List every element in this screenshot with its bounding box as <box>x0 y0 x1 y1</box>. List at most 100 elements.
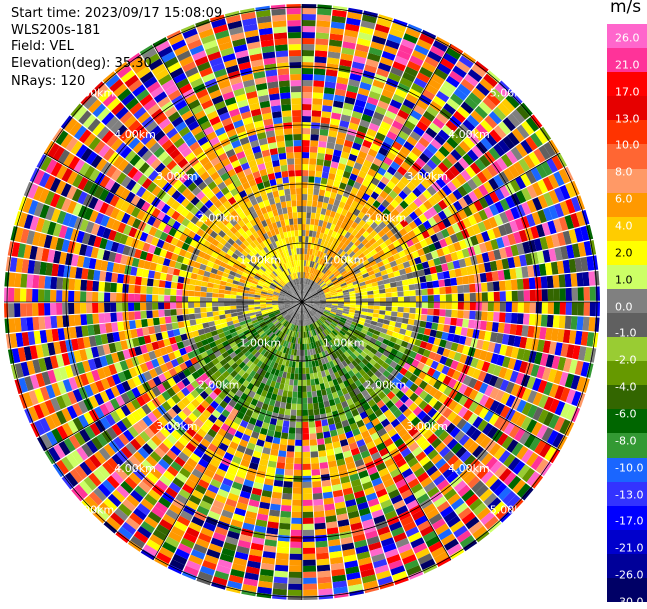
velocity-gate <box>302 68 313 74</box>
velocity-gate <box>236 305 242 309</box>
velocity-gate <box>322 480 332 487</box>
velocity-gate <box>415 290 421 296</box>
velocity-gate <box>317 571 331 578</box>
velocity-gate <box>282 390 288 397</box>
velocity-gate <box>116 293 122 302</box>
velocity-gate <box>104 293 110 303</box>
velocity-gate <box>302 350 305 356</box>
velocity-gate <box>309 361 313 367</box>
velocity-gate <box>596 286 600 300</box>
velocity-gate <box>315 56 327 63</box>
velocity-gate <box>189 279 196 285</box>
velocity-gate <box>458 294 464 302</box>
velocity-gate <box>316 20 330 27</box>
velocity-gate <box>302 158 309 164</box>
velocity-gate <box>306 374 310 380</box>
velocity-gate <box>292 398 297 404</box>
velocity-gate <box>195 318 202 324</box>
velocity-gate <box>297 404 302 410</box>
velocity-gate <box>308 403 314 409</box>
velocity-gate <box>494 292 500 302</box>
velocity-gate <box>317 390 323 397</box>
velocity-gate <box>276 395 282 402</box>
velocity-gate <box>566 288 572 301</box>
velocity-gate <box>314 62 326 69</box>
velocity-gate <box>317 14 331 21</box>
velocity-gate <box>559 316 566 329</box>
velocity-gate <box>44 303 50 315</box>
velocity-gate <box>420 321 427 328</box>
velocity-gate <box>116 303 122 312</box>
velocity-gate <box>195 313 202 319</box>
velocity-gate <box>158 310 165 317</box>
velocity-gate <box>313 493 323 500</box>
velocity-gate <box>443 325 450 333</box>
velocity-gate <box>486 321 493 331</box>
velocity-gate <box>284 384 289 391</box>
velocity-gate <box>312 98 322 105</box>
velocity-gate <box>134 303 140 311</box>
velocity-gate <box>236 299 242 302</box>
velocity-gate <box>110 313 117 323</box>
velocity-gate <box>297 410 303 416</box>
velocity-gate <box>392 297 398 302</box>
velocity-gate <box>158 288 165 295</box>
velocity-gate <box>535 277 542 289</box>
velocity-gate <box>285 469 294 476</box>
velocity-gate <box>505 280 512 291</box>
velocity-gate <box>276 462 285 469</box>
velocity-gate <box>361 308 367 312</box>
velocity-gate <box>15 318 22 332</box>
velocity-gate <box>302 38 315 44</box>
velocity-gate <box>195 280 202 286</box>
velocity-gate <box>170 309 177 316</box>
velocity-gate <box>289 421 295 427</box>
velocity-gate <box>316 426 323 433</box>
velocity-gate <box>302 98 312 104</box>
velocity-gate <box>310 152 318 159</box>
velocity-gate <box>315 213 320 220</box>
velocity-gate <box>427 315 434 322</box>
velocity-gate <box>316 553 329 560</box>
velocity-gate <box>286 457 294 464</box>
velocity-gate <box>158 303 164 310</box>
velocity-gate <box>302 104 312 110</box>
velocity-gate <box>309 164 316 171</box>
velocity-gate <box>303 584 317 590</box>
velocity-gate <box>164 288 171 295</box>
velocity-gate <box>74 303 80 314</box>
velocity-gate <box>444 317 451 325</box>
velocity-gate <box>160 273 167 281</box>
velocity-gate <box>463 284 470 292</box>
velocity-gate <box>159 280 166 288</box>
velocity-gate <box>321 389 327 396</box>
velocity-gate <box>444 279 451 287</box>
velocity-gate <box>4 288 8 302</box>
velocity-gate <box>303 578 317 584</box>
velocity-gate <box>310 433 317 440</box>
velocity-gate <box>254 302 260 304</box>
velocity-gate <box>571 273 578 287</box>
velocity-gate <box>291 518 302 524</box>
velocity-gate <box>317 396 323 403</box>
velocity-gate <box>488 292 494 301</box>
velocity-gate <box>302 80 313 86</box>
velocity-gate <box>307 398 312 404</box>
velocity-gate <box>274 577 288 584</box>
velocity-gate <box>402 280 409 286</box>
velocity-gate <box>307 194 313 200</box>
velocity-gate <box>350 296 356 299</box>
velocity-gate <box>308 182 314 188</box>
velocity-gate <box>166 323 173 331</box>
velocity-gate <box>201 281 208 287</box>
velocity-gate <box>274 431 282 438</box>
velocity-gate <box>583 317 590 331</box>
velocity-gate <box>26 274 33 288</box>
velocity-gate <box>303 428 309 434</box>
velocity-gate <box>547 276 554 288</box>
velocity-gate <box>158 295 164 302</box>
velocity-gate <box>320 184 327 191</box>
velocity-gate <box>298 338 300 344</box>
velocity-gate <box>419 276 426 283</box>
